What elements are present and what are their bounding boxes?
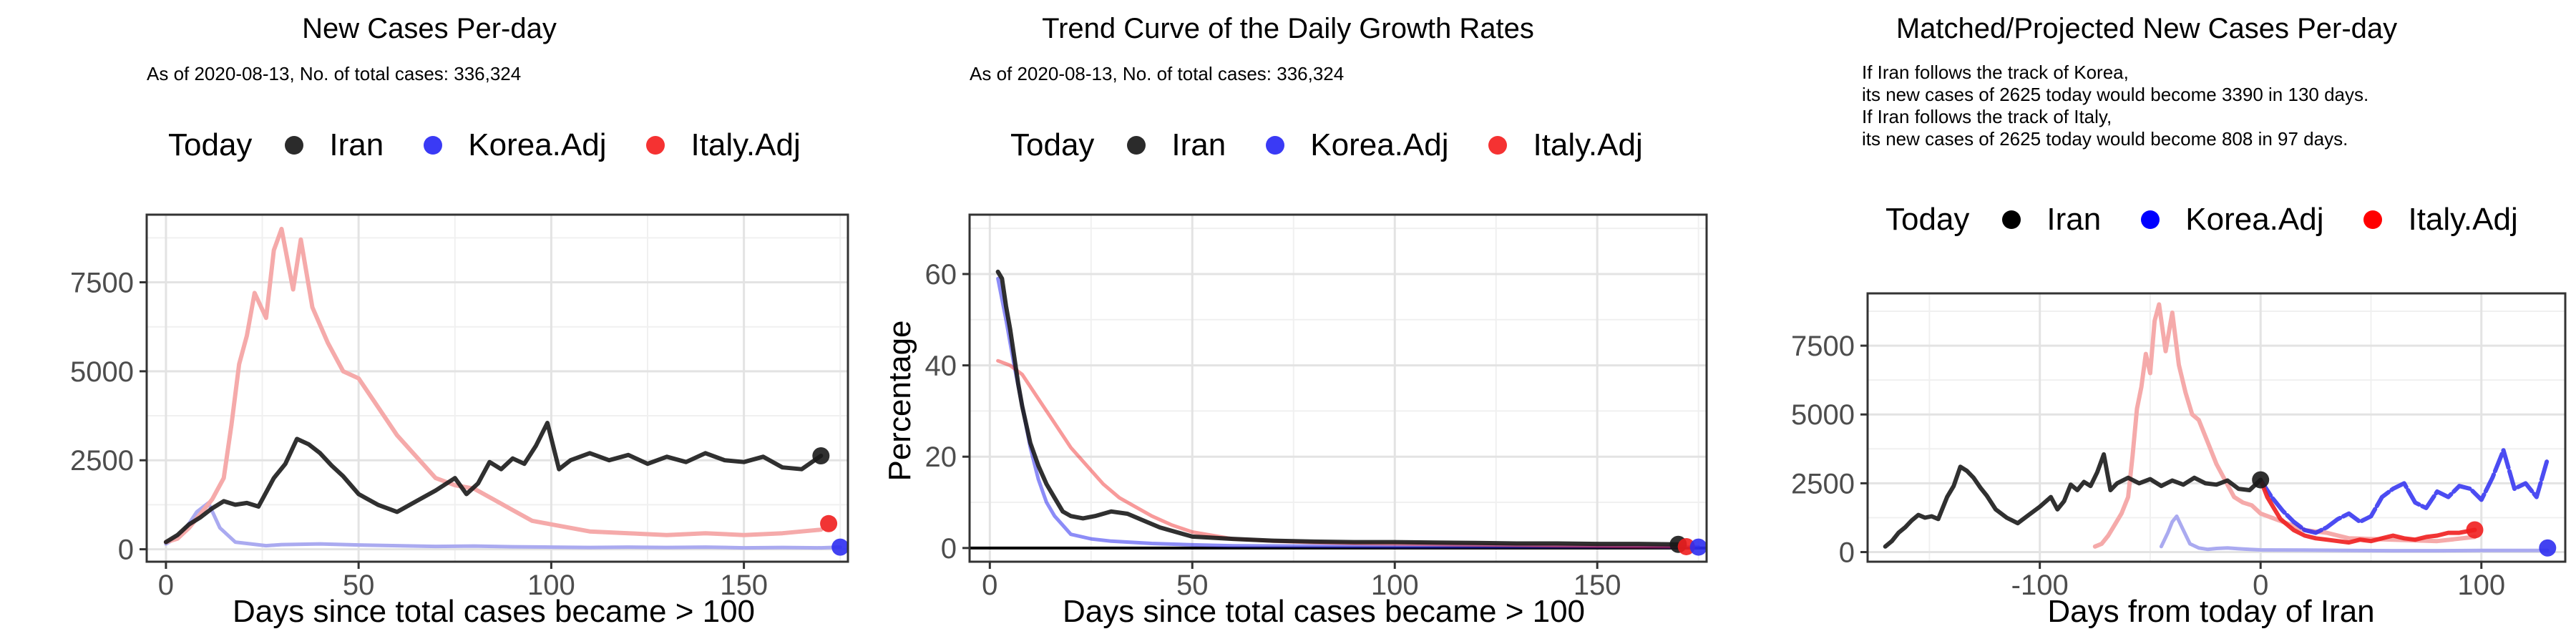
legend-title: Today: [1885, 202, 1970, 237]
y-tick-label: 7500: [70, 268, 134, 299]
legend-dot-italy: [646, 136, 665, 155]
legend-dot-iran: [1127, 136, 1146, 155]
legend-item-italy: Italy.Adj: [1488, 127, 1643, 163]
y-tick-label: 20: [925, 441, 957, 473]
legend-item-iran: Iran: [1127, 127, 1226, 163]
series-line-korea-adj: [996, 276, 1701, 550]
chart-plot: -100 0 100 0 2500 5000 7500: [1791, 292, 2567, 601]
legend-dot-iran: [2002, 210, 2021, 229]
x-tick-label: 150: [1574, 570, 1621, 601]
chart-subtitle-line-3: If Iran follows the track of Italy,: [1862, 106, 2112, 127]
legend-title: Today: [1010, 127, 1095, 162]
chart-subtitle-line-1: If Iran follows the track of Korea,: [1862, 62, 2129, 83]
legend-label-korea: Korea.Adj: [1310, 127, 1449, 162]
plot-border: [1866, 292, 2567, 563]
today-point-italy-adj: [1677, 537, 1695, 555]
x-tick-label: 150: [720, 570, 768, 601]
y-tick-label: 0: [1839, 537, 1855, 569]
series-line-italy-adj: [996, 358, 1680, 549]
chart-panel-new-cases: New Cases Per-day As of 2020-08-13, No. …: [0, 0, 859, 644]
x-tick-label: 50: [343, 570, 375, 601]
today-point-iran: [812, 447, 830, 465]
today-point-italy-adj: [820, 514, 838, 532]
series-line-italy-adj-projected: [2258, 477, 2477, 545]
x-tick-label: 100: [2457, 570, 2505, 601]
chart-subtitle: As of 2020-08-13, No. of total cases: 33…: [147, 63, 522, 84]
chart-subtitle-line-2: its new cases of 2625 today would become…: [1862, 84, 2369, 105]
x-tick-label: 100: [1371, 570, 1419, 601]
legend-label-italy: Italy.Adj: [691, 127, 801, 162]
chart-legend: Today Iran Korea.Adj Italy.Adj: [1010, 127, 1683, 163]
x-tick-label: -100: [2011, 570, 2069, 601]
y-tick-label: 40: [925, 351, 957, 382]
today-point-korea-adj: [2539, 539, 2557, 557]
chart-subtitle: As of 2020-08-13, No. of total cases: 33…: [970, 63, 1345, 84]
legend-label-iran: Iran: [329, 127, 384, 162]
y-tick-label: 0: [941, 533, 957, 565]
today-point-korea-adj: [831, 538, 849, 556]
legend-item-italy: Italy.Adj: [646, 127, 801, 163]
legend-dot-korea: [2141, 210, 2160, 229]
chart-panel-projected: Matched/Projected New Cases Per-day If I…: [1717, 0, 2576, 644]
series-line-iran: [163, 421, 824, 545]
x-tick-label: 0: [982, 570, 997, 601]
series-line-italy-adj-history: [2092, 302, 2477, 549]
legend-dot-korea: [424, 136, 443, 155]
series-line-iran: [995, 269, 1681, 547]
chart-legend: Today Iran Korea.Adj Italy.Adj: [1885, 202, 2558, 238]
chart-title: New Cases Per-day: [302, 13, 557, 44]
legend-dot-italy: [2363, 210, 2383, 229]
chart-title: Trend Curve of the Daily Growth Rates: [1042, 13, 1534, 44]
y-axis-title: Percentage: [882, 320, 917, 482]
x-axis-title: Days from today of Iran: [2047, 594, 2375, 629]
legend-dot-iran: [285, 136, 304, 155]
chart-plot: 0 50 100 150 0 2500 5000 7500: [70, 213, 849, 601]
legend-dot-korea: [1266, 136, 1285, 155]
series-line-iran: [1883, 452, 2263, 549]
y-tick-label: 2500: [70, 445, 134, 477]
series-line-korea-adj-history: [2159, 514, 2550, 553]
chart-legend: Today Iran Korea.Adj Italy.Adj: [168, 127, 841, 163]
series-line-korea-adj: [164, 501, 842, 550]
legend-item-korea: Korea.Adj: [2141, 202, 2323, 238]
today-point-korea-adj: [1689, 538, 1707, 556]
chart-subtitle-line-4: its new cases of 2625 today would become…: [1862, 128, 2348, 150]
legend-label-iran: Iran: [2046, 202, 2102, 237]
y-tick-label: 0: [118, 535, 134, 566]
legend-title: Today: [168, 127, 253, 162]
legend-label-italy: Italy.Adj: [2408, 202, 2518, 237]
legend-dot-italy: [1488, 136, 1508, 155]
plot-border: [968, 213, 1708, 563]
y-tick-label: 7500: [1791, 331, 1855, 362]
x-tick-label: 50: [1176, 570, 1209, 601]
x-tick-label: 0: [158, 570, 174, 601]
legend-label-italy: Italy.Adj: [1533, 127, 1643, 162]
chart-panel-growth-rates: Trend Curve of the Daily Growth Rates As…: [859, 0, 1717, 644]
legend-item-korea: Korea.Adj: [1266, 127, 1448, 163]
series-line-italy-adj: [163, 226, 824, 545]
x-tick-label: 100: [527, 570, 575, 601]
legend-label-iran: Iran: [1171, 127, 1226, 162]
legend-label-korea: Korea.Adj: [468, 127, 607, 162]
legend-item-korea: Korea.Adj: [424, 127, 606, 163]
y-tick-label: 2500: [1791, 468, 1855, 499]
x-tick-label: 0: [2253, 570, 2268, 601]
today-point-iran: [2252, 471, 2270, 489]
x-axis-title: Days since total cases became > 100: [1062, 594, 1586, 629]
y-tick-label: 5000: [1791, 399, 1855, 431]
legend-item-italy: Italy.Adj: [2363, 202, 2518, 238]
plot-border: [145, 213, 849, 563]
y-tick-label: 60: [925, 259, 957, 291]
chart-plot: 0 50 100 150 0 20 40 60: [925, 213, 1708, 601]
chart-title: Matched/Projected New Cases Per-day: [1896, 13, 2398, 44]
legend-item-iran: Iran: [285, 127, 384, 163]
y-tick-label: 5000: [70, 356, 134, 388]
today-point-italy-adj: [2466, 521, 2484, 539]
x-axis-title: Days since total cases became > 100: [232, 594, 756, 629]
legend-item-iran: Iran: [2002, 202, 2101, 238]
series-line-korea-adj-projected: [2258, 448, 2550, 535]
legend-label-korea: Korea.Adj: [2185, 202, 2324, 237]
